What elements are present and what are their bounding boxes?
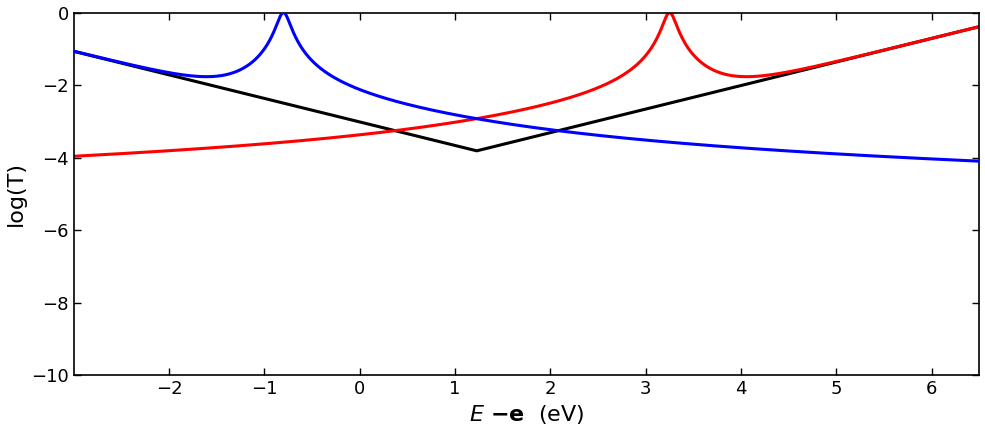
Y-axis label: log(T): log(T) (6, 161, 26, 226)
X-axis label: $\mathit{E}\ \mathbf{-e}$  (eV): $\mathit{E}\ \mathbf{-e}$ (eV) (469, 403, 584, 426)
